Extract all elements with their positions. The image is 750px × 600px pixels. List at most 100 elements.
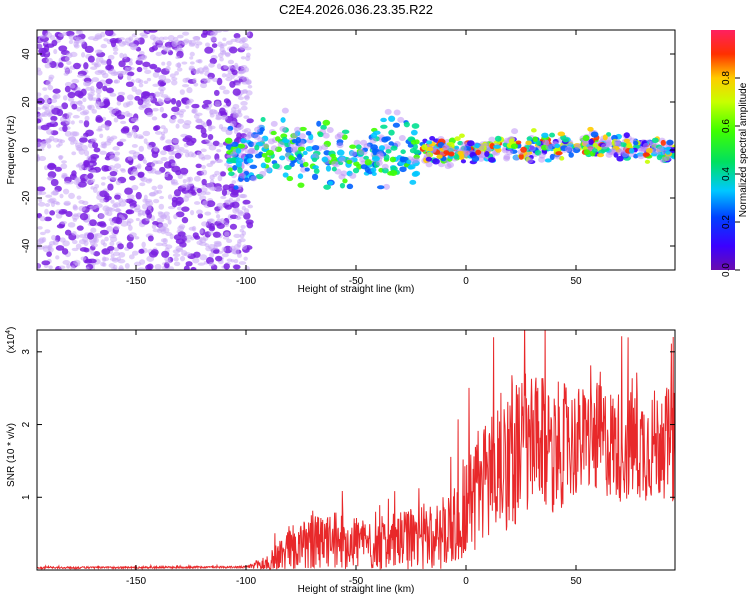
noise-point bbox=[130, 117, 139, 123]
noise-point bbox=[106, 58, 112, 66]
noise-point bbox=[109, 154, 117, 161]
noise-point bbox=[192, 77, 197, 83]
noise-point bbox=[179, 255, 186, 262]
noise-point bbox=[178, 146, 185, 151]
noise-point bbox=[191, 103, 200, 109]
noise-point bbox=[215, 255, 223, 262]
noise-point bbox=[62, 95, 68, 101]
noise-point bbox=[114, 163, 122, 169]
colorbar-ticks: 0.0 0.2 0.4 0.6 0.8 bbox=[721, 71, 740, 277]
signal-point bbox=[245, 153, 254, 159]
signal-point bbox=[364, 166, 370, 173]
spectrogram-x-tick-label: 0 bbox=[463, 276, 469, 287]
noise-point bbox=[218, 52, 224, 58]
noise-point bbox=[87, 55, 95, 63]
noise-point bbox=[60, 163, 68, 170]
noise-point bbox=[239, 228, 245, 233]
noise-point bbox=[243, 115, 250, 119]
signal-point bbox=[355, 144, 362, 150]
noise-point bbox=[220, 114, 228, 121]
signal-point bbox=[602, 134, 608, 141]
noise-point bbox=[202, 122, 208, 128]
noise-point bbox=[214, 100, 221, 107]
signal-point bbox=[311, 173, 319, 180]
noise-point bbox=[111, 176, 118, 181]
noise-point bbox=[94, 33, 103, 39]
signal-point bbox=[282, 172, 289, 178]
noise-point bbox=[120, 120, 127, 125]
signal-point bbox=[341, 129, 350, 135]
signal-point bbox=[582, 135, 590, 142]
spectrogram-panel: -150 -100 -50 0 50 -40 -20 0 20 40 Height of str… bbox=[6, 29, 676, 295]
signal-point bbox=[322, 119, 331, 126]
noise-point bbox=[90, 85, 95, 91]
noise-point bbox=[66, 112, 73, 116]
noise-point bbox=[138, 83, 144, 88]
signal-point bbox=[623, 132, 630, 139]
noise-point bbox=[169, 145, 176, 151]
snr-multiplier: (x104) bbox=[5, 327, 17, 354]
noise-point bbox=[144, 69, 152, 75]
signal-point bbox=[321, 144, 329, 151]
noise-point bbox=[58, 265, 66, 270]
signal-point bbox=[235, 148, 242, 154]
noise-point bbox=[182, 178, 187, 184]
noise-point bbox=[196, 68, 201, 74]
noise-point bbox=[172, 137, 180, 144]
noise-point bbox=[239, 45, 246, 51]
noise-point bbox=[181, 39, 189, 45]
noise-point bbox=[69, 131, 78, 137]
noise-point bbox=[176, 45, 183, 51]
signal-point bbox=[409, 148, 417, 154]
signal-point bbox=[616, 155, 624, 162]
signal-point bbox=[644, 159, 651, 164]
noise-point bbox=[199, 229, 204, 234]
signal-point bbox=[358, 148, 366, 155]
noise-point bbox=[37, 70, 43, 76]
signal-point bbox=[290, 147, 298, 154]
noise-point bbox=[109, 241, 115, 247]
signal-point bbox=[237, 143, 246, 149]
noise-point bbox=[239, 68, 246, 74]
noise-point bbox=[218, 142, 224, 148]
signal-point bbox=[331, 160, 339, 167]
noise-point bbox=[109, 151, 115, 155]
signal-point bbox=[326, 127, 334, 134]
signal-point bbox=[406, 159, 412, 165]
noise-point bbox=[74, 142, 83, 149]
noise-point bbox=[128, 150, 137, 155]
noise-point bbox=[90, 186, 95, 190]
noise-point bbox=[193, 82, 199, 87]
noise-point bbox=[37, 245, 45, 250]
noise-point bbox=[137, 171, 145, 178]
colorbar-tick-label: 0.6 bbox=[721, 119, 732, 133]
noise-point bbox=[78, 200, 85, 204]
noise-point bbox=[208, 230, 214, 236]
noise-point bbox=[61, 102, 69, 110]
noise-point bbox=[154, 130, 163, 135]
noise-point bbox=[106, 210, 113, 217]
noise-point bbox=[224, 222, 230, 228]
noise-point bbox=[214, 30, 223, 33]
svg-text:(x104): (x104) bbox=[5, 327, 17, 354]
noise-point bbox=[225, 77, 233, 82]
noise-point bbox=[192, 36, 201, 40]
noise-point bbox=[96, 93, 101, 99]
noise-point bbox=[89, 219, 97, 227]
noise-point bbox=[109, 171, 118, 177]
noise-point bbox=[145, 264, 152, 270]
noise-point bbox=[178, 224, 186, 230]
signal-point bbox=[312, 153, 320, 160]
noise-point bbox=[134, 95, 141, 101]
signal-point bbox=[262, 142, 270, 149]
noise-point bbox=[117, 91, 126, 96]
signal-point bbox=[336, 149, 345, 156]
noise-point bbox=[161, 113, 168, 119]
signal-point bbox=[554, 143, 561, 149]
noise-point bbox=[155, 51, 163, 57]
noise-point bbox=[176, 67, 183, 72]
noise-point bbox=[109, 220, 115, 226]
snr-y-label: SNR (10 * v/v) bbox=[6, 423, 17, 487]
noise-point bbox=[173, 214, 178, 220]
signal-point bbox=[305, 130, 312, 136]
